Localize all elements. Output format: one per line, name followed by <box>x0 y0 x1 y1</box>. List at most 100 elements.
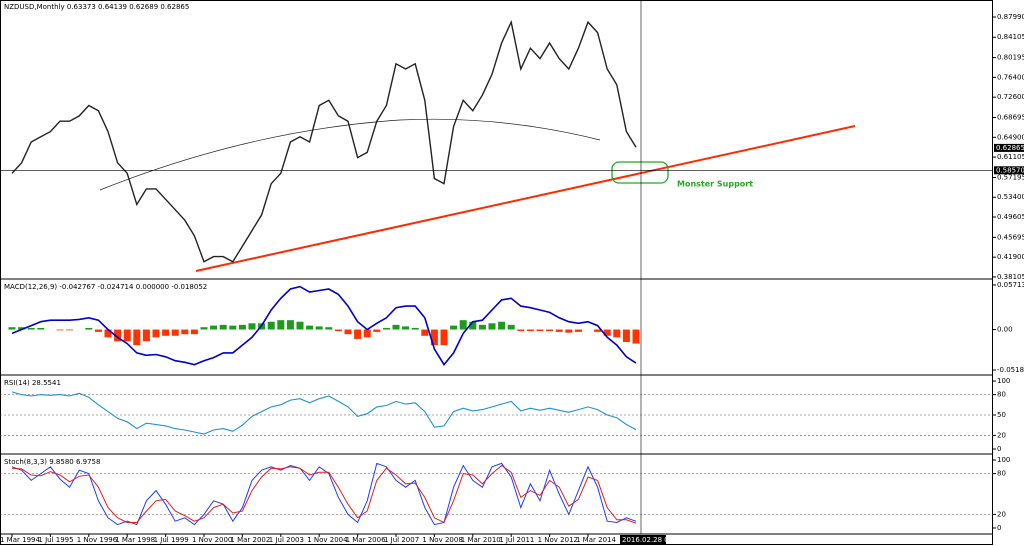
panel-title: RSI(14) 28.5541 <box>4 379 61 387</box>
support-highlight <box>611 161 669 184</box>
histogram-bar <box>94 329 102 332</box>
panel-title: Stoch(8,3,3) 9.8580 6.9758 <box>4 458 100 466</box>
y-tick-label: 0.87990 <box>997 13 1024 21</box>
histogram-bar <box>248 323 256 330</box>
y-tick-label: 0.53400 <box>997 193 1024 201</box>
histogram-bar <box>123 329 131 342</box>
histogram-bar <box>565 329 573 333</box>
y-tick-label: 0 <box>997 445 1001 453</box>
y-tick-label: 20 <box>997 510 1006 518</box>
histogram-bar <box>546 329 554 332</box>
histogram-bar <box>142 329 150 342</box>
y-tick-label: 0.57195 <box>997 173 1024 181</box>
histogram-bar <box>267 321 275 330</box>
series-line <box>11 462 637 526</box>
histogram-bar <box>469 321 477 330</box>
annotation: Monster Support <box>677 180 753 189</box>
histogram-bar <box>382 327 390 330</box>
x-tick-label: 1 Mar 2010 <box>461 536 501 544</box>
histogram-bar <box>526 329 534 332</box>
histogram-bar <box>114 329 122 342</box>
histogram-bar <box>200 327 208 330</box>
trendline <box>195 125 856 272</box>
series-line <box>11 464 637 524</box>
histogram-bar <box>507 324 515 330</box>
histogram-bar <box>459 320 467 330</box>
histogram-bar <box>190 329 198 335</box>
crosshair-date: 2016.02.28 0:00 <box>622 536 680 544</box>
histogram-bar <box>632 329 640 344</box>
histogram-bar <box>171 329 179 336</box>
histogram-bar <box>37 327 45 330</box>
histogram-bar <box>344 329 352 335</box>
frame <box>0 0 993 545</box>
histogram-bar <box>594 329 602 332</box>
histogram-bar <box>85 327 93 330</box>
x-tick-label: 1 Nov 2008 <box>422 536 462 544</box>
histogram-bar <box>603 329 611 336</box>
y-tick-label: 0.84105 <box>997 33 1024 41</box>
price-line <box>11 391 637 435</box>
x-tick-label: 1 Jul 2003 <box>269 536 304 544</box>
y-tick-label: 0.057131 <box>997 281 1024 289</box>
histogram-bar <box>498 321 506 330</box>
panel-title: MACD(12,26,9) -0.042767 -0.024714 0.0000… <box>4 283 207 291</box>
y-tick-label: 0 <box>997 524 1001 532</box>
histogram-bar <box>363 329 371 338</box>
x-tick-label: 1 Jul 1999 <box>154 536 189 544</box>
price-marker <box>994 143 1024 152</box>
y-tick-label: 0.80195 <box>997 54 1024 62</box>
y-tick-label: 0.68695 <box>997 114 1024 122</box>
histogram-bar <box>104 329 112 338</box>
y-tick-label: 100 <box>997 377 1010 385</box>
histogram-bar <box>8 327 16 330</box>
histogram-bar <box>622 329 630 343</box>
histogram-bar <box>478 324 486 330</box>
crosshair-price: 0.58570 <box>996 166 1024 174</box>
panel-title: NZDUSD,Monthly 0.63373 0.64139 0.62689 0… <box>4 3 189 11</box>
histogram-bar <box>277 320 285 330</box>
histogram-bar <box>392 324 400 330</box>
histogram-bar <box>306 325 314 330</box>
macd-line <box>11 285 637 366</box>
y-tick-label: -0.05187 <box>997 366 1024 374</box>
last-price: 0.62865 <box>996 144 1024 152</box>
histogram-bar <box>229 325 237 330</box>
histogram-bar <box>402 326 410 330</box>
histogram-bar <box>517 329 525 332</box>
histogram-bar <box>430 329 438 346</box>
x-tick-label: 1 Jul 2011 <box>499 536 534 544</box>
x-tick-label: 1 Mar 1998 <box>115 536 155 544</box>
x-tick-label: 1 Nov 1996 <box>77 536 118 544</box>
histogram-bar <box>133 329 141 346</box>
y-tick-label: 50 <box>997 411 1006 419</box>
price-marker <box>994 166 1024 175</box>
histogram-bar <box>27 327 35 330</box>
y-tick-label: 100 <box>997 456 1010 464</box>
histogram-bar <box>315 326 323 330</box>
histogram-bar <box>334 329 342 332</box>
y-tick-label: 0.41900 <box>997 253 1024 261</box>
date-marker <box>620 535 666 544</box>
y-tick-label: 0.49605 <box>997 213 1024 221</box>
histogram-bar <box>536 329 544 332</box>
histogram-bar <box>325 327 333 330</box>
histogram-bar <box>574 329 582 332</box>
y-tick-label: 0.38105 <box>997 273 1024 281</box>
histogram-bar <box>440 329 448 346</box>
x-tick-label: 1 Nov 2004 <box>307 536 348 544</box>
x-tick-label: 1 Jul 2007 <box>384 536 419 544</box>
histogram-bar <box>219 324 227 330</box>
histogram-bar <box>210 325 218 330</box>
histogram-bar <box>555 329 563 332</box>
y-tick-label: 80 <box>997 391 1006 399</box>
y-tick-label: 0.72600 <box>997 93 1024 101</box>
histogram-bar <box>66 329 74 331</box>
histogram-bar <box>238 324 246 330</box>
x-tick-label: 1 Nov 2012 <box>538 536 578 544</box>
histogram-bar <box>56 329 64 331</box>
y-tick-label: 0.00 <box>997 326 1013 334</box>
price-line <box>11 19 637 263</box>
